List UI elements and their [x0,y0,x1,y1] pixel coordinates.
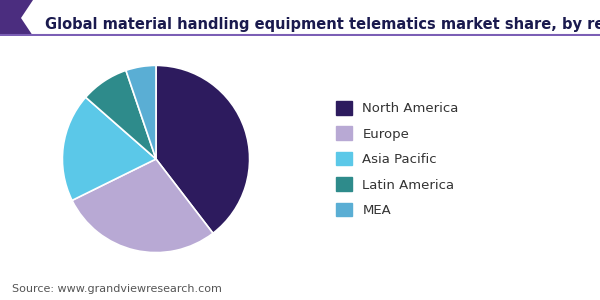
Wedge shape [126,65,156,159]
Wedge shape [86,70,156,159]
Wedge shape [72,159,213,253]
Wedge shape [156,65,250,233]
Text: Source: www.grandviewresearch.com: Source: www.grandviewresearch.com [12,284,222,294]
Text: Global material handling equipment telematics market share, by region, 2017 (%): Global material handling equipment telem… [45,16,600,32]
Legend: North America, Europe, Asia Pacific, Latin America, MEA: North America, Europe, Asia Pacific, Lat… [331,96,464,222]
Polygon shape [0,0,33,36]
Wedge shape [62,97,156,200]
